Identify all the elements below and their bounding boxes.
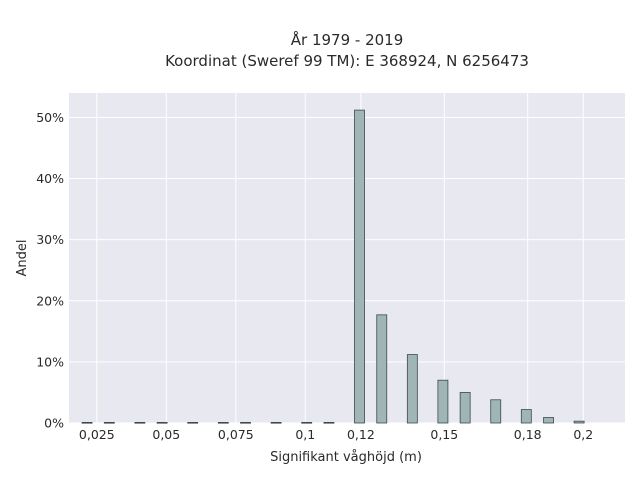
x-tick-label: 0,1 — [295, 427, 315, 442]
x-tick-label: 0,18 — [514, 427, 542, 442]
chart-title: År 1979 - 2019 — [291, 30, 404, 49]
y-tick-label: 30% — [36, 232, 64, 247]
x-tick-label: 0,12 — [347, 427, 375, 442]
y-tick-label: 50% — [36, 110, 64, 125]
x-tick-label: 0,025 — [79, 427, 115, 442]
x-tick-label: 0,075 — [218, 427, 254, 442]
x-tick-label: 0,15 — [430, 427, 458, 442]
bar — [459, 392, 471, 424]
bar — [437, 379, 449, 424]
bar — [81, 421, 93, 424]
bar — [573, 420, 585, 424]
x-tick-label: 0,2 — [573, 427, 593, 442]
bar — [156, 421, 168, 424]
bar — [323, 421, 335, 424]
bar — [376, 314, 388, 424]
y-gridlines — [69, 116, 625, 424]
y-tick-labels: 0% 10% 20% 30% 40% 50% — [36, 110, 64, 431]
bar — [301, 421, 313, 424]
chart-subtitle: Koordinat (Sweref 99 TM): E 368924, N 62… — [165, 52, 529, 70]
y-tick-label: 40% — [36, 171, 64, 186]
y-tick-label: 10% — [36, 354, 64, 369]
y-tick-label: 20% — [36, 293, 64, 308]
bar — [520, 409, 532, 424]
x-tick-label: 0,05 — [152, 427, 180, 442]
bar — [270, 421, 282, 424]
x-axis-label: Signifikant våghöjd (m) — [270, 450, 422, 465]
bar — [406, 354, 418, 424]
bar — [240, 421, 251, 424]
bar — [543, 417, 554, 424]
y-axis-label: Andel — [15, 240, 30, 277]
bar — [187, 421, 199, 424]
bars — [81, 109, 585, 424]
bar — [354, 109, 365, 424]
bar — [217, 421, 229, 424]
y-tick-label: 0% — [44, 416, 64, 431]
bar — [490, 399, 502, 424]
x-tick-labels: 0,025 0,05 0,075 0,1 0,12 0,15 0,18 0,2 — [79, 427, 593, 442]
bar — [103, 421, 115, 424]
bar — [134, 421, 146, 424]
plot-area — [69, 93, 625, 423]
